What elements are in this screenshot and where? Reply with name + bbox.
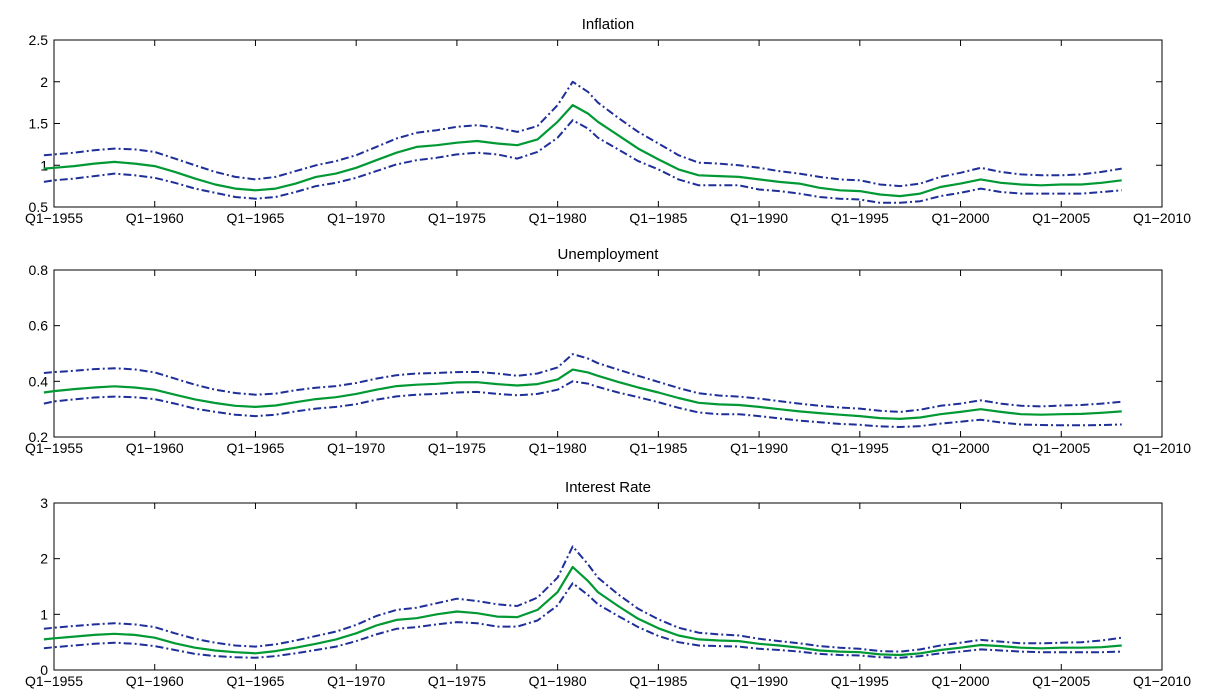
series-estimate-line <box>43 103 1122 198</box>
x-tick-label: Q1−1985 <box>629 440 687 456</box>
series-lower-line <box>43 119 1122 204</box>
x-tick-label: Q1−1970 <box>327 673 385 689</box>
y-tick-label: 1.5 <box>29 116 49 132</box>
x-tick-label: Q1−2000 <box>932 673 990 689</box>
x-tick-label: Q1−1980 <box>529 673 587 689</box>
x-tick-label: Q1−2000 <box>932 210 990 226</box>
y-tick-label: 1 <box>40 606 48 622</box>
x-tick-label: Q1−1995 <box>831 673 889 689</box>
x-tick-label: Q1−2005 <box>1032 210 1090 226</box>
y-tick-label: 0.8 <box>29 262 49 278</box>
x-tick-label: Q1−1995 <box>831 210 889 226</box>
chart-title: Unemployment <box>558 246 660 263</box>
x-tick-label: Q1−2010 <box>1133 673 1191 689</box>
chart-title: Inflation <box>582 16 635 33</box>
x-tick-label: Q1−2010 <box>1133 210 1191 226</box>
x-tick-label: Q1−1975 <box>428 673 486 689</box>
y-tick-label: 0.2 <box>29 429 49 445</box>
series-estimate-line <box>43 565 1122 657</box>
axes-frame <box>53 502 1163 671</box>
y-tick-label: 2.5 <box>29 32 49 48</box>
x-tick-label: Q1−1980 <box>529 210 587 226</box>
x-tick-label: Q1−1965 <box>226 673 284 689</box>
x-tick-label: Q1−1955 <box>25 440 83 456</box>
y-tick-label: 2 <box>40 74 48 90</box>
x-tick-label: Q1−1995 <box>831 440 889 456</box>
axes-frame <box>53 269 1163 438</box>
x-tick-label: Q1−1985 <box>629 673 687 689</box>
x-tick-label: Q1−2005 <box>1032 440 1090 456</box>
y-tick-label: 1 <box>40 157 48 173</box>
x-tick-label: Q1−1990 <box>730 210 788 226</box>
x-tick-label: Q1−1970 <box>327 440 385 456</box>
series-estimate-line <box>43 368 1122 420</box>
x-tick-label: Q1−1960 <box>126 673 184 689</box>
series-upper-line <box>43 545 1122 653</box>
y-tick-label: 0.6 <box>29 318 49 334</box>
x-tick-label: Q1−1965 <box>226 440 284 456</box>
x-tick-label: Q1−1985 <box>629 210 687 226</box>
x-tick-label: Q1−1980 <box>529 440 587 456</box>
x-tick-label: Q1−2000 <box>932 440 990 456</box>
x-tick-label: Q1−1965 <box>226 210 284 226</box>
series-upper-line <box>43 353 1122 413</box>
x-tick-label: Q1−1970 <box>327 210 385 226</box>
x-tick-label: Q1−2010 <box>1133 440 1191 456</box>
y-tick-label: 0.4 <box>29 373 49 389</box>
x-tick-label: Q1−1955 <box>25 673 83 689</box>
y-tick-label: 3 <box>40 495 48 511</box>
x-tick-label: Q1−1975 <box>428 440 486 456</box>
x-tick-label: Q1−1960 <box>126 440 184 456</box>
x-tick-label: Q1−1975 <box>428 210 486 226</box>
y-tick-label: 2 <box>40 551 48 567</box>
x-tick-label: Q1−2005 <box>1032 673 1090 689</box>
x-tick-label: Q1−1990 <box>730 440 788 456</box>
y-tick-label: 0 <box>40 662 48 678</box>
x-tick-label: Q1−1955 <box>25 210 83 226</box>
series-lower-line <box>43 582 1122 659</box>
series-upper-line <box>43 80 1122 188</box>
y-tick-label: 0.5 <box>29 199 49 215</box>
series-lower-line <box>43 380 1122 428</box>
x-tick-label: Q1−1960 <box>126 210 184 226</box>
chart-title: Interest Rate <box>565 479 651 496</box>
x-tick-label: Q1−1990 <box>730 673 788 689</box>
